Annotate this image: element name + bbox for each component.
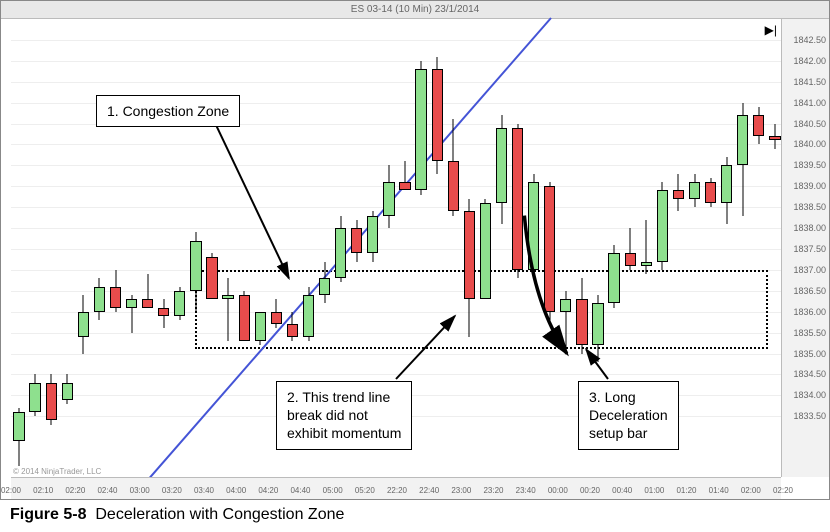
chart-title: ES 03-14 (10 Min) 23/1/2014 [1,1,829,19]
candle [448,19,459,479]
x-tick-label: 03:00 [130,486,150,495]
x-tick-label: 05:20 [355,486,375,495]
x-tick-label: 02:00 [1,486,21,495]
candle [174,19,185,479]
candle [222,19,233,479]
candle [560,19,571,479]
y-tick-label: 1842.50 [793,35,826,45]
x-tick-label: 02:40 [97,486,117,495]
nav-arrow-icon[interactable]: ▶| [765,23,777,37]
candle [110,19,121,479]
y-tick-label: 1835.00 [793,349,826,359]
candle [512,19,523,479]
y-tick-label: 1838.50 [793,202,826,212]
candle [142,19,153,479]
candle [190,19,201,479]
y-tick-label: 1835.50 [793,328,826,338]
candle [496,19,507,479]
y-tick-label: 1839.50 [793,160,826,170]
candle [689,19,700,479]
figure-number: Figure 5-8 [10,506,86,523]
x-tick-label: 01:20 [676,486,696,495]
candle [94,19,105,479]
x-tick-label: 02:10 [33,486,53,495]
y-tick-label: 1836.00 [793,307,826,317]
x-tick-label: 01:40 [709,486,729,495]
y-tick-label: 1840.00 [793,139,826,149]
y-tick-label: 1836.50 [793,286,826,296]
annotation-1: 1. Congestion Zone [96,95,240,127]
x-tick-label: 23:20 [483,486,503,495]
x-tick-label: 02:20 [65,486,85,495]
y-tick-label: 1834.00 [793,390,826,400]
plot-area: 1. Congestion Zone 2. This trend linebrea… [11,19,781,477]
candle [753,19,764,479]
candle [29,19,40,479]
x-tick-label: 03:40 [194,486,214,495]
figure-text: Deceleration with Congestion Zone [95,506,344,523]
candle [62,19,73,479]
y-tick-label: 1840.50 [793,119,826,129]
x-tick-label: 02:20 [773,486,793,495]
x-tick-label: 05:00 [323,486,343,495]
y-tick-label: 1834.50 [793,369,826,379]
candle [480,19,491,479]
annotation-2: 2. This trend linebreak did notexhibit m… [276,381,412,450]
x-axis: 02:00 02:10 02:20 02:40 03:00 03:20 03:40 04:00… [11,477,781,499]
x-tick-label: 04:40 [290,486,310,495]
x-tick-label: 00:20 [580,486,600,495]
x-tick-label: 22:20 [387,486,407,495]
candle [544,19,555,479]
candle [528,19,539,479]
y-tick-label: 1841.00 [793,98,826,108]
y-tick-label: 1841.50 [793,77,826,87]
y-tick-label: 1837.00 [793,265,826,275]
x-tick-label: 23:00 [451,486,471,495]
candle [206,19,217,479]
candle [255,19,266,479]
y-axis: 1842.50 1842.00 1841.50 1841.00 1840.50 1840.… [781,19,829,477]
candle [46,19,57,479]
y-tick-label: 1833.50 [793,411,826,421]
candle [705,19,716,479]
x-tick-label: 22:40 [419,486,439,495]
y-tick-label: 1842.00 [793,56,826,66]
chart-container: ES 03-14 (10 Min) 23/1/2014 1. Congestio… [0,0,830,500]
candle [415,19,426,479]
candle [78,19,89,479]
x-tick-label: 02:00 [741,486,761,495]
candle [126,19,137,479]
x-tick-label: 00:40 [612,486,632,495]
y-tick-label: 1838.00 [793,223,826,233]
candle [158,19,169,479]
x-tick-label: 01:00 [644,486,664,495]
x-tick-label: 04:00 [226,486,246,495]
candle [721,19,732,479]
candle [432,19,443,479]
x-tick-label: 23:40 [516,486,536,495]
candle [737,19,748,479]
x-tick-label: 04:20 [258,486,278,495]
figure-caption: Figure 5-8 Deceleration with Congestion … [0,500,830,530]
candle [239,19,250,479]
x-tick-label: 00:00 [548,486,568,495]
x-tick-label: 03:20 [162,486,182,495]
y-tick-label: 1839.00 [793,181,826,191]
copyright-text: © 2014 NinjaTrader, LLC [13,467,101,476]
candle [464,19,475,479]
candle [769,19,780,479]
candle [13,19,24,479]
y-tick-label: 1837.50 [793,244,826,254]
annotation-3: 3. LongDecelerationsetup bar [578,381,679,450]
